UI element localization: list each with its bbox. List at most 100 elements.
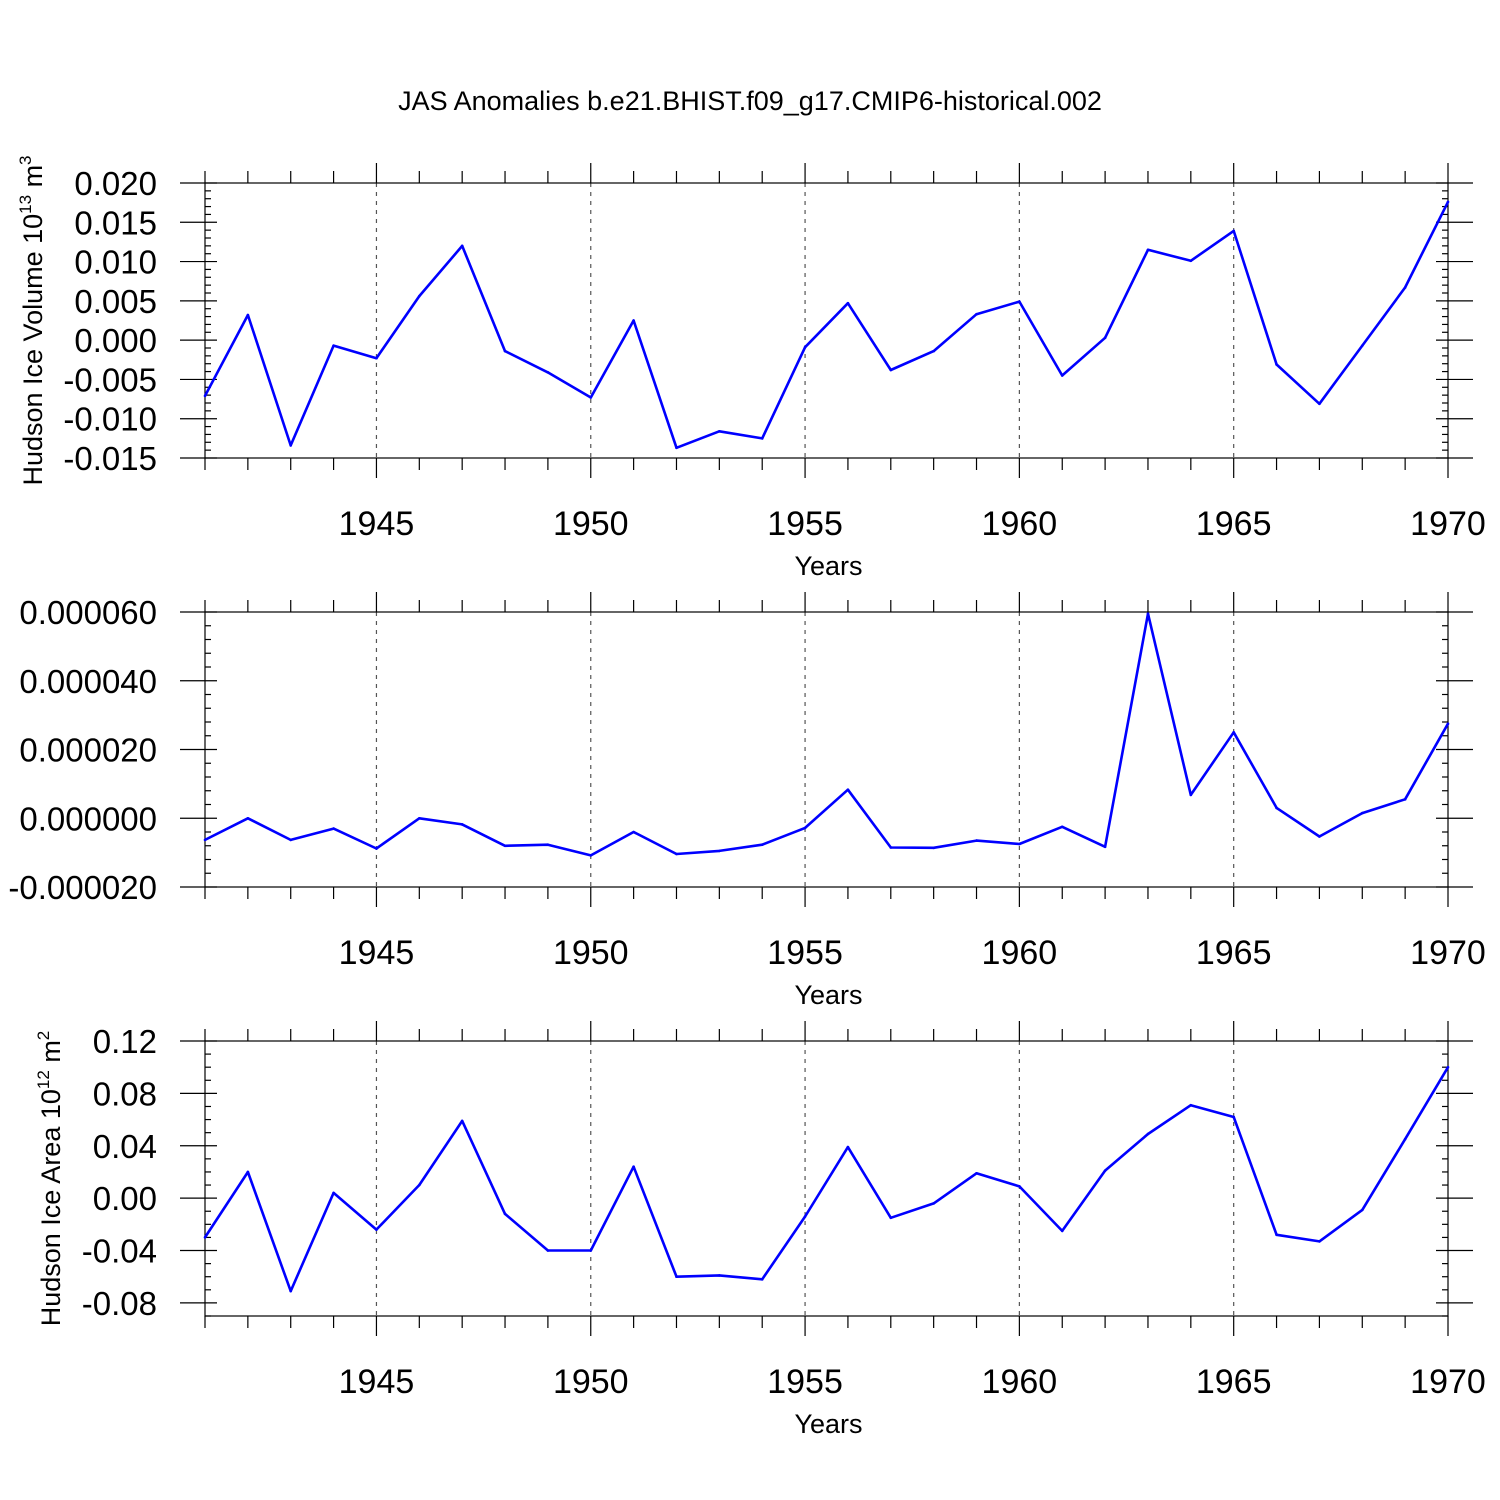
data-point-1966 [1275, 1233, 1278, 1237]
x-tick-label: 1955 [767, 505, 843, 543]
y-tick-label: 0.000020 [19, 732, 157, 769]
data-point-1942 [246, 313, 250, 317]
data-point-1961 [1060, 374, 1064, 377]
x-axis-label: Years [794, 980, 862, 1010]
data-point-1947 [460, 244, 464, 248]
data-point-1942 [246, 1170, 250, 1174]
x-tick-label: 1945 [339, 934, 415, 972]
y-axis-label: Hudson Ice Area 1012 m2 [34, 1031, 66, 1327]
data-point-1959 [975, 312, 978, 316]
data-point-1962 [1103, 336, 1107, 340]
data-point-1963 [1146, 248, 1150, 252]
data-point-1953 [718, 1274, 721, 1277]
data-point-1949 [546, 1249, 550, 1252]
data-point-1963 [1146, 612, 1150, 616]
data-point-1961 [1060, 1229, 1064, 1233]
data-point-1969 [1403, 1137, 1407, 1141]
y-tick-label: 0.000060 [19, 594, 157, 631]
data-point-1941 [203, 394, 207, 398]
data-point-1946 [418, 294, 421, 298]
panel-2: 1945 1950 1955 1960 1965 1970 Years -0.000020 0.… [8, 592, 1486, 1010]
data-point-1964 [1189, 1103, 1193, 1107]
x-tick-label: 1965 [1196, 505, 1272, 543]
data-point-1943 [289, 1289, 293, 1293]
data-point-1942 [246, 816, 250, 820]
x-tick-label: 1945 [339, 1363, 415, 1401]
data-point-1954 [760, 437, 764, 440]
data-point-1970 [1446, 200, 1450, 204]
data-point-1959 [975, 839, 978, 842]
y-tick-label: -0.015 [63, 440, 157, 477]
data-point-1965 [1232, 1115, 1235, 1119]
y-tick-label: 0.000040 [19, 663, 157, 700]
data-point-1947 [460, 823, 464, 826]
data-point-1943 [289, 444, 293, 447]
data-point-1970 [1446, 1065, 1450, 1069]
data-point-1952 [675, 852, 678, 856]
panel-3: 1945 1950 1955 1960 1965 1970 Years -0.08 -0.04 0… [34, 1021, 1486, 1439]
data-point-1950 [589, 1249, 593, 1252]
data-point-1950 [589, 854, 593, 857]
series-line [204, 612, 1450, 857]
data-point-1950 [589, 396, 593, 399]
x-tick-label: 1960 [982, 505, 1058, 543]
data-point-1968 [1360, 1208, 1364, 1212]
data-point-1966 [1275, 363, 1278, 366]
x-tick-label: 1970 [1410, 1363, 1486, 1401]
plot-frame [204, 182, 1449, 459]
data-point-1964 [1189, 259, 1193, 263]
data-point-1968 [1360, 344, 1364, 347]
x-axis-label: Years [794, 551, 862, 581]
data-point-1945 [375, 1228, 378, 1231]
data-point-1948 [503, 349, 507, 353]
x-tick-label: 1970 [1410, 934, 1486, 972]
y-tick-label: -0.04 [82, 1233, 157, 1270]
y-tick-label: -0.000020 [8, 869, 157, 906]
x-tick-label: 1955 [767, 1363, 843, 1401]
y-tick-label: 0.12 [93, 1023, 157, 1060]
y-tick-label: 0.020 [74, 165, 157, 202]
y-tick-label: -0.010 [63, 401, 157, 438]
y-tick-label: 0.015 [74, 204, 157, 241]
data-point-1964 [1189, 793, 1193, 797]
data-point-1967 [1318, 835, 1321, 838]
data-point-1941 [203, 838, 207, 842]
y-tick-label: 0.005 [74, 283, 157, 320]
data-point-1952 [675, 1275, 678, 1279]
data-point-1946 [418, 1183, 421, 1187]
data-point-1959 [975, 1171, 978, 1175]
data-point-1951 [632, 1165, 635, 1169]
data-point-1945 [375, 356, 378, 360]
data-point-1969 [1403, 286, 1407, 289]
data-point-1970 [1446, 722, 1450, 726]
data-point-1957 [889, 1216, 893, 1220]
data-point-1958 [932, 1202, 935, 1205]
data-point-1943 [289, 838, 293, 842]
plot-frame [204, 1040, 1449, 1317]
y-tick-label: -0.005 [63, 361, 157, 398]
data-point-1953 [718, 429, 721, 433]
x-tick-label: 1955 [767, 934, 843, 972]
data-point-1961 [1060, 825, 1064, 829]
data-point-1955 [803, 826, 807, 830]
x-tick-label: 1950 [553, 505, 629, 543]
data-point-1965 [1232, 229, 1235, 233]
data-point-1951 [632, 319, 635, 322]
data-point-1944 [332, 1191, 335, 1195]
data-point-1960 [1018, 1185, 1021, 1188]
data-point-1960 [1018, 300, 1021, 303]
data-point-1949 [546, 843, 550, 847]
data-point-1967 [1318, 402, 1321, 406]
panels-container: 1945 1950 1955 1960 1965 1970 Years -0.015-0.01… [8, 155, 1485, 1439]
data-point-1948 [503, 844, 507, 848]
data-point-1955 [803, 1215, 807, 1218]
x-axis-label: Years [794, 1409, 862, 1439]
y-axis-label: Hudson Ice Volume 1013 m3 [16, 155, 48, 485]
data-point-1952 [675, 446, 678, 450]
x-tick-label: 1950 [553, 1363, 629, 1401]
data-point-1945 [375, 847, 378, 850]
data-point-1956 [846, 301, 850, 305]
data-point-1958 [932, 349, 935, 353]
data-point-1948 [503, 1212, 507, 1216]
